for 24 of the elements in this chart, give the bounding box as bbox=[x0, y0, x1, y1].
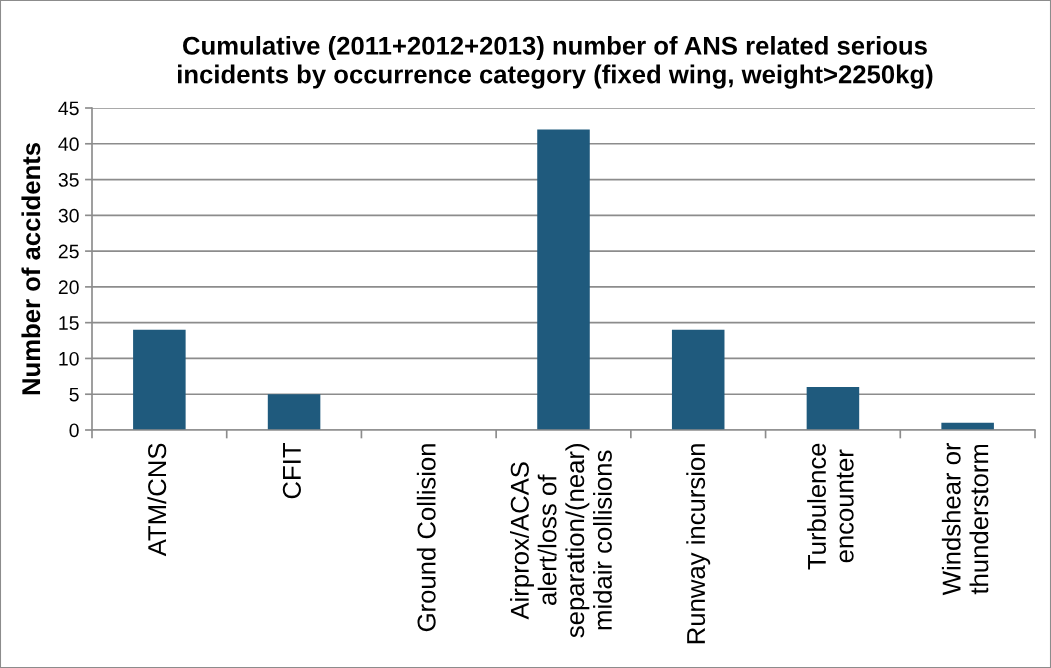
x-tick-label: Windshear or thunderstorm bbox=[941, 442, 989, 596]
x-tick-label: Airprox/ACAS alert/loss of separation/(near) midair collisions bbox=[510, 444, 612, 638]
x-tick-label: ATM/CNS bbox=[147, 443, 167, 557]
y-tick-label: 15 bbox=[59, 316, 79, 330]
y-tick-label: 5 bbox=[69, 387, 79, 402]
y-tick-label: 25 bbox=[58, 244, 79, 259]
x-tick-label: Turbulence encounter bbox=[807, 443, 854, 570]
x-tick-label: Runway incursion bbox=[686, 444, 711, 644]
y-tick-label: 20 bbox=[58, 280, 79, 295]
bar bbox=[671, 329, 725, 430]
y-tick-label: 40 bbox=[58, 137, 79, 152]
bar bbox=[806, 387, 860, 430]
y-tick-label: 35 bbox=[58, 173, 79, 187]
y-axis-title: Number of accidents bbox=[21, 142, 41, 395]
y-tick-label: 10 bbox=[59, 351, 79, 366]
chart-title: Cumulative (2011+2012+2013) number of ANS related serious incidents by occurrence category (fixed wing, weight>2250kg) bbox=[178, 36, 933, 89]
bar bbox=[133, 329, 186, 430]
x-tick-label: Ground Collision bbox=[416, 444, 436, 632]
y-tick-label: 45 bbox=[58, 101, 79, 116]
y-tick-label: 0 bbox=[69, 423, 79, 438]
y-tick-label: 30 bbox=[58, 208, 79, 223]
bar bbox=[267, 394, 321, 430]
bar bbox=[537, 129, 590, 430]
x-tick-label: CFIT bbox=[282, 443, 301, 499]
